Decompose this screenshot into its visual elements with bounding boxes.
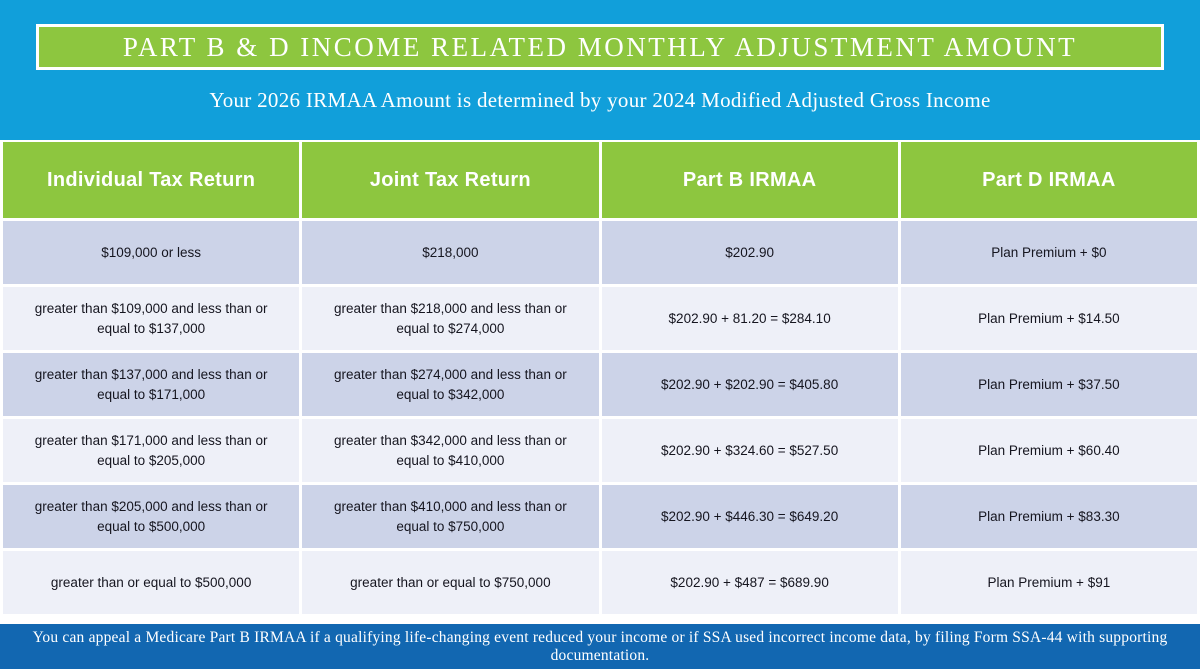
cell-part-b-irmaa: $202.90 + $487 = $689.90 [601, 551, 898, 614]
cell-part-b-irmaa: $202.90 + $446.30 = $649.20 [601, 485, 898, 548]
table-row: greater than $137,000 and less than or e… [3, 353, 1197, 416]
cell-joint-income: greater than $342,000 and less than or e… [302, 419, 599, 482]
cell-individual-income: greater than $137,000 and less than or e… [3, 353, 300, 416]
title-bar: PART B & D INCOME RELATED MONTHLY ADJUST… [36, 24, 1164, 70]
cell-part-d-irmaa: Plan Premium + $14.50 [900, 287, 1197, 350]
cell-individual-income: greater than $171,000 and less than or e… [3, 419, 300, 482]
cell-part-b-irmaa: $202.90 [601, 221, 898, 284]
cell-individual-income: $109,000 or less [3, 221, 300, 284]
cell-part-d-irmaa: Plan Premium + $91 [900, 551, 1197, 614]
cell-part-b-irmaa: $202.90 + $202.90 = $405.80 [601, 353, 898, 416]
table-header-row: Individual Tax Return Joint Tax Return P… [3, 142, 1197, 218]
cell-individual-income: greater than $109,000 and less than or e… [3, 287, 300, 350]
table-row: greater than $171,000 and less than or e… [3, 419, 1197, 482]
column-header-individual-tax-return: Individual Tax Return [3, 142, 300, 218]
column-header-part-b-irmaa: Part B IRMAA [601, 142, 898, 218]
page-title: PART B & D INCOME RELATED MONTHLY ADJUST… [122, 31, 1078, 62]
cell-part-d-irmaa: Plan Premium + $60.40 [900, 419, 1197, 482]
subtitle: Your 2026 IRMAA Amount is determined by … [209, 88, 991, 112]
appeal-note: You can appeal a Medicare Part B IRMAA i… [32, 628, 1168, 664]
cell-joint-income: $218,000 [302, 221, 599, 284]
cell-part-d-irmaa: Plan Premium + $83.30 [900, 485, 1197, 548]
cell-part-b-irmaa: $202.90 + $324.60 = $527.50 [601, 419, 898, 482]
irmaa-table: Individual Tax Return Joint Tax Return P… [0, 140, 1200, 614]
cell-joint-income: greater than or equal to $750,000 [302, 551, 599, 614]
cell-part-d-irmaa: Plan Premium + $0 [900, 221, 1197, 284]
table-row: greater than or equal to $500,000 greate… [3, 551, 1197, 614]
table-row: greater than $109,000 and less than or e… [3, 287, 1197, 350]
column-header-part-d-irmaa: Part D IRMAA [900, 142, 1197, 218]
cell-part-b-irmaa: $202.90 + 81.20 = $284.10 [601, 287, 898, 350]
cell-joint-income: greater than $218,000 and less than or e… [302, 287, 599, 350]
footer-gap [0, 614, 1200, 624]
table-row: greater than $205,000 and less than or e… [3, 485, 1197, 548]
footer-banner: You can appeal a Medicare Part B IRMAA i… [0, 624, 1200, 669]
cell-joint-income: greater than $274,000 and less than or e… [302, 353, 599, 416]
cell-part-d-irmaa: Plan Premium + $37.50 [900, 353, 1197, 416]
cell-individual-income: greater than $205,000 and less than or e… [3, 485, 300, 548]
cell-individual-income: greater than or equal to $500,000 [3, 551, 300, 614]
table-row: $109,000 or less $218,000 $202.90 Plan P… [3, 221, 1197, 284]
top-banner: PART B & D INCOME RELATED MONTHLY ADJUST… [0, 0, 1200, 140]
cell-joint-income: greater than $410,000 and less than or e… [302, 485, 599, 548]
column-header-joint-tax-return: Joint Tax Return [302, 142, 599, 218]
